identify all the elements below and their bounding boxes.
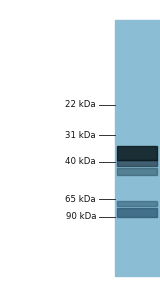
Text: 22 kDa: 22 kDa <box>65 100 96 109</box>
Text: 65 kDa: 65 kDa <box>65 195 96 204</box>
Text: 40 kDa: 40 kDa <box>65 157 96 166</box>
Bar <box>117 201 157 206</box>
Bar <box>117 160 157 166</box>
Text: 31 kDa: 31 kDa <box>65 131 96 140</box>
Text: 90 kDa: 90 kDa <box>65 212 96 221</box>
Bar <box>117 146 157 160</box>
Bar <box>117 168 157 175</box>
Bar <box>117 208 157 217</box>
Bar <box>115 20 160 276</box>
